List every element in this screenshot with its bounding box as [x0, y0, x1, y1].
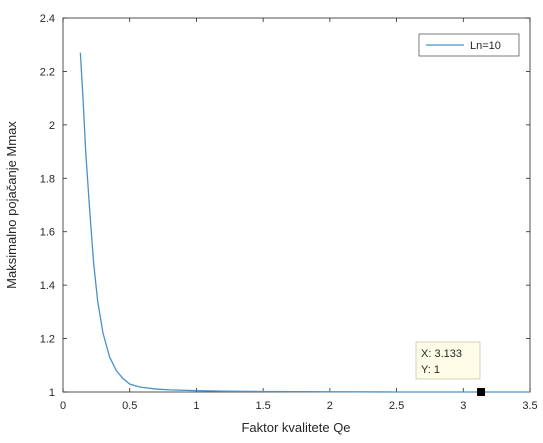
x-tick-labels: 0 0.5 1 1.5 2 2.5 3 3.5	[60, 400, 538, 412]
y-tick-label: 1.4	[40, 280, 55, 292]
x-tick-label: 0.5	[122, 400, 137, 412]
series-lines	[79, 52, 530, 393]
y-tick-label: 2.4	[40, 13, 55, 25]
y-tick-label: 1.8	[40, 173, 55, 185]
x-tick-label: 1	[193, 400, 199, 412]
y-tick-labels: 1 1.2 1.4 1.6 1.8 2 2.2 2.4	[40, 13, 55, 399]
legend-box	[418, 33, 520, 57]
series-line-Ln=10[interactable]	[79, 52, 530, 393]
datatip[interactable]: X: 3.133 Y: 1	[415, 341, 486, 396]
y-tick-label: 1.2	[40, 334, 55, 346]
y-tick-label: 2	[49, 120, 55, 132]
x-tick-label: 2	[327, 400, 333, 412]
x-tick-label: 0	[60, 400, 66, 412]
x-axis-label: Faktor kvalitete Qe	[241, 420, 350, 435]
legend[interactable]: Ln=10	[418, 33, 520, 57]
y-tick-label: 1.6	[40, 227, 55, 239]
y-tick-label: 1	[49, 387, 55, 399]
datatip-box	[415, 341, 481, 380]
datatip-marker	[477, 388, 486, 396]
x-tick-label: 3.5	[522, 400, 537, 412]
datatip-x-text: X: 3.133	[421, 348, 462, 360]
plot-area	[62, 17, 531, 393]
x-tick-label: 2.5	[389, 400, 404, 412]
y-axis-label: Maksimalno pojačanje Mmax	[4, 121, 19, 289]
x-tick-label: 1.5	[255, 400, 270, 412]
datatip-y-text: Y: 1	[421, 364, 440, 376]
legend-label: Ln=10	[470, 40, 501, 52]
x-tick-label: 3	[460, 400, 466, 412]
y-tick-label: 2.2	[40, 66, 55, 78]
